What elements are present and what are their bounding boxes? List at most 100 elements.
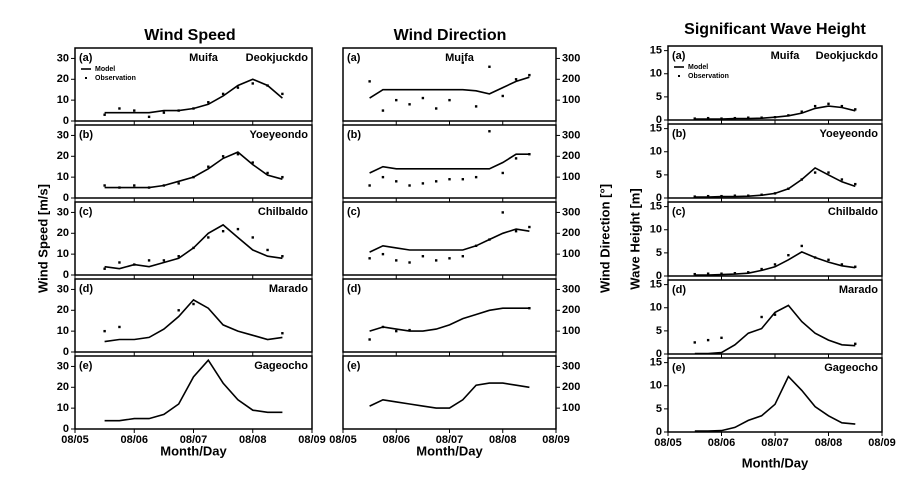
model-line <box>104 358 283 422</box>
observation-point <box>514 78 518 81</box>
y-tick-label: 5 <box>656 403 662 415</box>
observation-point <box>773 116 777 119</box>
observation-point <box>395 180 398 183</box>
y-tick-label: 30 <box>57 283 69 295</box>
observation-point <box>787 114 790 117</box>
y-tick-label: 0 <box>63 423 69 435</box>
observation-point <box>192 246 195 250</box>
model-line <box>104 151 283 189</box>
observation-point <box>733 272 737 275</box>
panel: 100 200 300 (d) <box>342 278 580 356</box>
y-tick-label: 10 <box>57 94 69 106</box>
panel: 0 5 10 15 (d) Marado <box>650 279 883 360</box>
y-tick-label: 10 <box>57 248 69 260</box>
y-tick-label: 10 <box>650 380 662 392</box>
observation-point <box>840 104 844 108</box>
observation-point <box>118 325 121 329</box>
panel-label: (c) <box>79 206 93 218</box>
y-tick-label: 0 <box>656 348 662 360</box>
y-tick-label: 30 <box>57 360 69 372</box>
observation-point <box>147 186 151 189</box>
panel-label: (d) <box>79 283 93 295</box>
x-tick-label: 08/08 <box>815 437 843 449</box>
observation-point <box>395 329 398 333</box>
y-tick-label: 15 <box>650 123 662 135</box>
panel: 0 5 10 15 (a) Muifa Deokjuckdo Model Observation <box>650 45 883 126</box>
y-tick-label: 10 <box>650 224 662 236</box>
x-tick-label: 08/08 <box>239 434 267 446</box>
panel: 100 200 300 (c) <box>342 201 580 279</box>
observation-point <box>177 109 180 112</box>
y-tick-label: 15 <box>650 357 662 369</box>
observation-point <box>434 107 438 110</box>
panel-label: (e) <box>347 360 361 372</box>
observation-point <box>448 257 451 260</box>
observation-point <box>706 116 710 120</box>
observation-point <box>461 255 465 258</box>
y-tick-label: 30 <box>57 206 69 218</box>
observation-point <box>221 92 225 96</box>
panel: 0 10 20 30 08/05 08/06 08/07 08/08 08/09 (e) Gageo… <box>57 355 326 446</box>
panel-frame <box>342 278 557 353</box>
y-tick-label: 20 <box>57 381 69 393</box>
y-tick-label: 0 <box>63 269 69 281</box>
observation-point <box>421 255 425 258</box>
x-tick-label: 08/05 <box>61 434 89 446</box>
observation-point <box>236 227 240 231</box>
panel-label: (b) <box>347 129 361 141</box>
observation-point <box>854 182 857 186</box>
y-tick-label: 0 <box>656 192 662 204</box>
x-tick-label: 08/06 <box>120 434 148 446</box>
observation-point <box>514 157 518 160</box>
y-tick-label: 100 <box>562 248 580 260</box>
y-axis-label: Wave Height [m] <box>627 188 642 289</box>
y-tick-label: 200 <box>562 381 580 393</box>
observation-point <box>192 107 195 110</box>
y-tick-label: 200 <box>562 73 580 85</box>
y-tick-label: 100 <box>562 94 580 106</box>
observation-point <box>827 171 830 174</box>
observation-point <box>528 73 531 77</box>
observation-point <box>207 236 210 239</box>
observation-point <box>381 175 385 179</box>
observation-point <box>854 265 857 268</box>
y-tick-label: 20 <box>57 150 69 162</box>
observation-point <box>733 116 737 120</box>
observation-point <box>147 115 151 119</box>
observation-point <box>395 259 398 262</box>
observation-point <box>760 315 763 319</box>
observation-point <box>434 180 438 183</box>
storm-name: Muifa <box>445 52 475 64</box>
observation-point <box>177 309 180 312</box>
observation-point <box>381 252 385 256</box>
y-tick-label: 0 <box>63 115 69 127</box>
station-name: Yoeyeondo <box>250 129 309 141</box>
y-tick-label: 10 <box>57 325 69 337</box>
observation-point <box>501 171 504 175</box>
legend-dot <box>85 77 87 79</box>
x-tick-label: 08/07 <box>761 437 789 449</box>
observation-point <box>118 107 121 110</box>
observation-point <box>854 342 857 346</box>
observation-point <box>773 313 777 316</box>
y-tick-label: 200 <box>562 304 580 316</box>
y-tick-label: 10 <box>57 171 69 183</box>
observation-point <box>528 225 531 229</box>
observation-point <box>840 263 844 266</box>
legend-label: Observation <box>688 73 729 80</box>
observation-point <box>103 267 106 270</box>
observation-point <box>221 230 225 233</box>
y-tick-label: 10 <box>57 402 69 414</box>
observation-point <box>720 117 723 120</box>
observation-point <box>800 178 803 181</box>
panel-label: (b) <box>672 128 686 140</box>
station-name: Deokjuckdo <box>246 52 309 64</box>
observation-point <box>488 65 491 68</box>
panel: 0 10 20 30 (a) Muifa Deokjuckdo Model Observatio… <box>57 47 313 127</box>
y-tick-label: 10 <box>650 68 662 80</box>
observation-point <box>528 153 531 156</box>
panel: 0 10 20 30 (d) Marado <box>57 278 313 358</box>
observation-point <box>434 259 438 262</box>
panel-frame <box>342 201 557 276</box>
